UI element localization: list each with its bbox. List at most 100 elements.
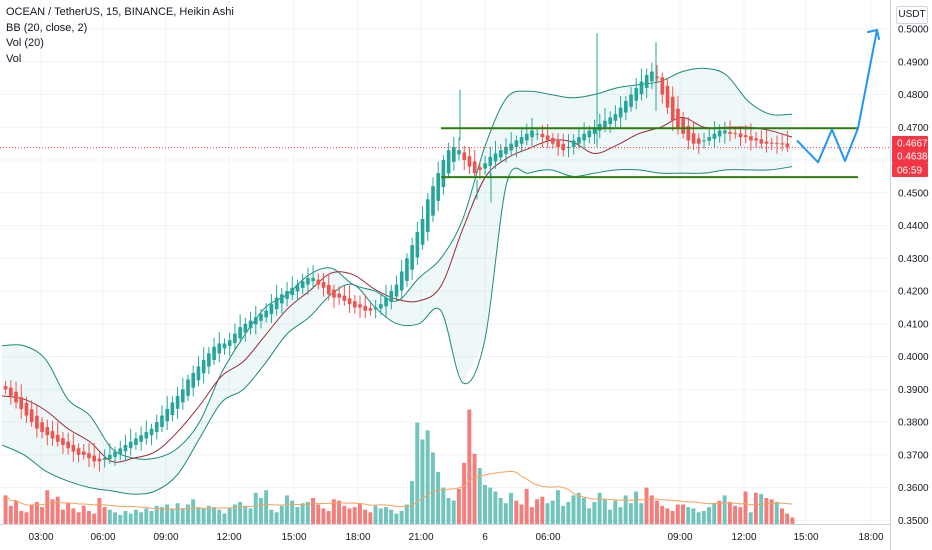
volume-bar bbox=[97, 498, 102, 524]
volume-bar bbox=[477, 468, 482, 524]
volume-bar bbox=[634, 491, 639, 524]
candle-body bbox=[488, 156, 493, 166]
candle-body bbox=[274, 297, 279, 310]
candle-body bbox=[754, 138, 758, 141]
y-tick-label: 0.4300 bbox=[898, 254, 929, 265]
candle-body bbox=[3, 386, 8, 390]
candle-body bbox=[358, 304, 362, 308]
volume-bar bbox=[232, 504, 237, 524]
candle-body bbox=[519, 137, 524, 144]
volume-bar bbox=[227, 508, 232, 524]
volume-bar bbox=[644, 487, 649, 524]
volume-bar bbox=[133, 509, 138, 524]
candle-body bbox=[462, 152, 467, 161]
volume-bar bbox=[29, 504, 34, 524]
volume-bar bbox=[357, 503, 362, 524]
candle-body bbox=[342, 295, 347, 301]
volume-bar bbox=[509, 492, 514, 524]
candle-body bbox=[566, 146, 571, 148]
volume-bar bbox=[779, 508, 784, 524]
candle-body bbox=[35, 415, 39, 429]
price-label-text: 06:59 bbox=[897, 166, 922, 177]
candle-body bbox=[478, 167, 482, 170]
volume-bar bbox=[128, 513, 133, 524]
volume-bar bbox=[149, 511, 154, 524]
y-tick-label: 0.3700 bbox=[898, 450, 929, 461]
volume-bar bbox=[40, 507, 45, 524]
volume-bar bbox=[331, 499, 336, 524]
candle-body bbox=[691, 133, 696, 144]
volume-bar bbox=[639, 503, 644, 524]
candle-body bbox=[170, 402, 175, 416]
volume-bar bbox=[175, 503, 180, 524]
volume-bar bbox=[8, 505, 13, 524]
candle-body bbox=[29, 409, 34, 423]
volume-bar bbox=[764, 498, 769, 524]
candle-body bbox=[373, 307, 378, 310]
volume-bar bbox=[243, 505, 248, 524]
volume-bar bbox=[217, 509, 222, 524]
candle-body bbox=[212, 346, 216, 360]
volume-bar bbox=[295, 507, 300, 524]
volume-bar bbox=[404, 504, 409, 524]
volume-bar bbox=[118, 514, 123, 524]
volume-bar bbox=[102, 507, 107, 524]
candle-body bbox=[144, 431, 149, 439]
projection-arrowhead bbox=[867, 28, 880, 40]
price-label-box bbox=[892, 163, 928, 177]
candle-body bbox=[196, 366, 201, 381]
candle-body bbox=[425, 199, 430, 232]
volume-bar bbox=[222, 513, 227, 524]
volume-bar bbox=[311, 498, 316, 524]
candle-body bbox=[483, 163, 487, 169]
volume-bar bbox=[425, 430, 430, 524]
candle-body bbox=[717, 130, 722, 137]
y-tick-label: 0.3500 bbox=[898, 516, 929, 527]
volume-bar bbox=[701, 511, 706, 524]
candle-body bbox=[160, 415, 164, 428]
candle-body bbox=[259, 313, 263, 321]
candle-body bbox=[420, 219, 425, 245]
candle-body bbox=[326, 284, 331, 295]
candle-body bbox=[24, 403, 29, 416]
candle-body bbox=[269, 304, 274, 315]
candle-body bbox=[696, 138, 701, 144]
volume-bar bbox=[389, 509, 394, 524]
x-tick-label: 6 bbox=[482, 532, 488, 543]
legend-vol: Vol bbox=[6, 52, 22, 65]
x-tick-label: 06:00 bbox=[535, 532, 560, 543]
candle-body bbox=[702, 140, 706, 142]
candle-body bbox=[311, 277, 315, 282]
volume-bar bbox=[743, 491, 748, 524]
candle-body bbox=[618, 107, 623, 118]
volume-bar bbox=[503, 503, 508, 524]
volume-bar bbox=[493, 491, 498, 524]
x-tick-label: 06:00 bbox=[90, 532, 115, 543]
volume-bar bbox=[566, 501, 571, 524]
candle-body bbox=[723, 130, 727, 134]
volume-bar bbox=[555, 490, 560, 524]
candle-body bbox=[154, 422, 159, 432]
volume-bar bbox=[71, 508, 76, 524]
candle-body bbox=[76, 448, 81, 455]
volume-bar bbox=[733, 505, 738, 524]
volume-bar bbox=[561, 505, 566, 524]
candle-body bbox=[561, 143, 566, 151]
volume-bar bbox=[165, 504, 170, 524]
volume-bar bbox=[446, 498, 451, 524]
candle-body bbox=[457, 150, 461, 155]
volume-bar bbox=[19, 511, 24, 524]
volume-bar bbox=[60, 509, 65, 524]
currency-button[interactable]: USDT bbox=[896, 6, 928, 24]
volume-bar bbox=[571, 495, 576, 524]
candle-body bbox=[749, 136, 753, 141]
candle-body bbox=[290, 287, 295, 295]
volume-bar bbox=[785, 513, 790, 524]
candle-body bbox=[175, 395, 180, 409]
volume-bar bbox=[727, 501, 732, 524]
candle-body bbox=[285, 291, 289, 299]
volume-bar bbox=[363, 509, 368, 524]
candle-body bbox=[45, 427, 50, 436]
candle-body bbox=[379, 304, 383, 309]
